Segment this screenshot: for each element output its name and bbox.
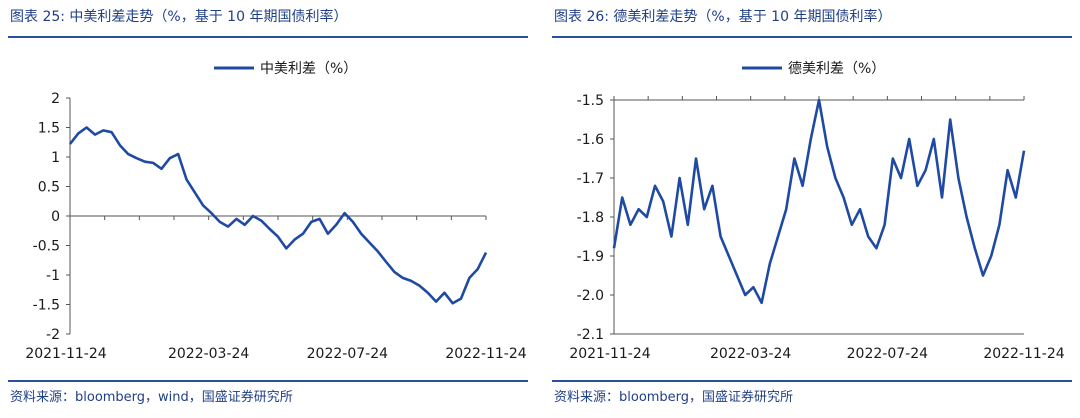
legend: 中美利差（%）: [214, 61, 357, 77]
chart-panel-25: 图表 25: 中美利差走势（%，基于 10 年期国债利率） 中美利差（%） 2 1.…: [8, 0, 532, 418]
y-tick-label: 0.5: [38, 180, 60, 196]
y-tick-label: -1: [46, 268, 60, 284]
source-note: 资料来源：bloomberg，wind，国盛证券研究所: [10, 390, 293, 405]
source-divider: [8, 380, 528, 382]
x-tick-label: 2022-03-24: [710, 346, 791, 362]
legend-label: 德美利差（%）: [788, 61, 885, 77]
source-note: 资料来源：bloomberg，国盛证券研究所: [554, 390, 794, 405]
x-tick-label: 2021-11-24: [569, 346, 650, 362]
y-tick-label: 0: [51, 209, 60, 225]
line-chart-cn-us-spread: 中美利差（%） 2 1.5 1 0.5 0 -0.5 -1 -1.5 -2 2021-11-24 20…: [25, 61, 526, 362]
series-line: [612, 98, 1026, 305]
y-tick-label: -2.0: [577, 288, 604, 304]
y-tick-label: -1.6: [577, 132, 604, 148]
y-tick-label: -2.1: [577, 327, 604, 343]
x-tick-label: 2022-07-24: [847, 346, 928, 362]
x-tick-label: 2022-03-24: [168, 346, 249, 362]
y-tick-label: -1.8: [577, 210, 604, 226]
x-tick-label: 2022-11-24: [445, 346, 526, 362]
y-tick-label: 2: [51, 91, 60, 107]
line-chart-de-us-spread: 德美利差（%） -1.5 -1.6 -1.7 -1.8 -1.9 -2.0 -2.1 2021-…: [569, 61, 1064, 362]
series-line: [68, 126, 488, 305]
x-tick-label: 2022-07-24: [307, 346, 388, 362]
source-divider: [552, 380, 1072, 382]
chart-panel-26: 图表 26: 德美利差走势（%，基于 10 年期国债利率） 德美利差（%） -1.…: [552, 0, 1076, 418]
chart-title: 图表 25: 中美利差走势（%，基于 10 年期国债利率）: [10, 9, 348, 25]
legend: 德美利差（%）: [742, 61, 885, 77]
y-tick-label: -1.7: [577, 171, 604, 187]
chart-title: 图表 26: 德美利差走势（%，基于 10 年期国债利率）: [554, 9, 892, 25]
y-tick-label: 1: [51, 150, 60, 166]
title-divider: [552, 36, 1072, 38]
y-tick-label: -0.5: [33, 239, 60, 255]
title-divider: [8, 36, 528, 38]
x-tick-label: 2022-11-24: [983, 346, 1064, 362]
y-tick-label: -1.5: [577, 93, 604, 109]
y-tick-label: -1.5: [33, 298, 60, 314]
y-tick-label: -1.9: [577, 249, 604, 265]
y-tick-label: -2: [46, 327, 60, 343]
x-tick-label: 2021-11-24: [25, 346, 106, 362]
legend-label: 中美利差（%）: [260, 61, 357, 77]
y-tick-label: 1.5: [38, 121, 60, 137]
